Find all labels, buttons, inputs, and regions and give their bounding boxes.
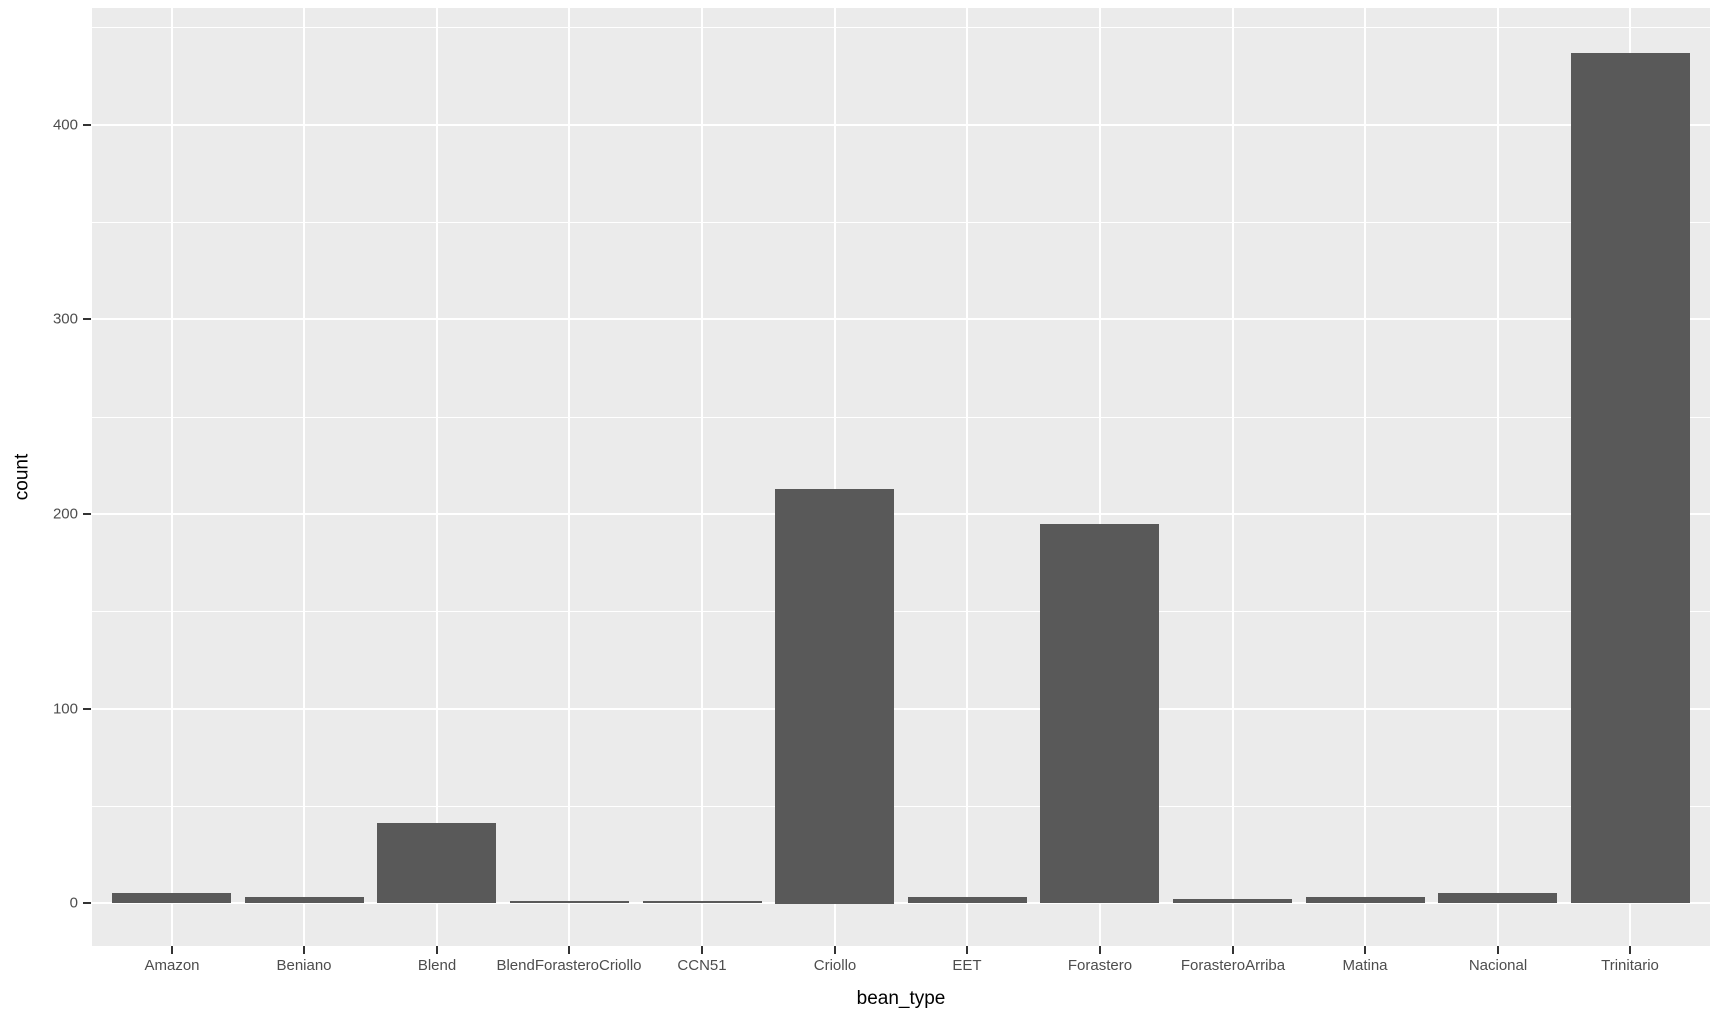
gridline-horizontal-major bbox=[92, 124, 1710, 126]
x-axis-tick-mark bbox=[303, 946, 305, 954]
x-axis-tick-mark bbox=[1629, 946, 1631, 954]
bar-forasteroarriba bbox=[1173, 899, 1292, 903]
x-axis-tick-label: Criollo bbox=[813, 957, 857, 974]
x-axis-tick-label: BlendForasteroCriollo bbox=[496, 957, 642, 974]
y-axis-tick-label: 100 bbox=[52, 700, 78, 718]
gridline-vertical-major bbox=[834, 8, 836, 946]
x-axis-tick-label: Beniano bbox=[276, 957, 332, 974]
gridline-horizontal-minor bbox=[92, 27, 1710, 28]
x-axis-tick-mark bbox=[966, 946, 968, 954]
gridline-horizontal-minor bbox=[92, 417, 1710, 418]
bar-blend bbox=[377, 823, 496, 903]
bar-eet bbox=[908, 897, 1027, 903]
x-axis-tick-mark bbox=[436, 946, 438, 954]
x-axis-tick-mark bbox=[1232, 946, 1234, 954]
gridline-horizontal-minor bbox=[92, 222, 1710, 223]
bar-criollo bbox=[775, 489, 894, 904]
y-axis-tick-label: 300 bbox=[52, 310, 78, 328]
x-axis-tick-mark bbox=[1497, 946, 1499, 954]
bar-trinitario bbox=[1571, 53, 1690, 903]
bar-matina bbox=[1306, 897, 1425, 903]
gridline-horizontal-minor bbox=[92, 806, 1710, 807]
x-axis-tick-label: Forastero bbox=[1067, 957, 1133, 974]
gridline-vertical-major bbox=[701, 8, 703, 946]
x-axis-tick-label: ForasteroArriba bbox=[1180, 957, 1286, 974]
x-axis-tick-mark bbox=[701, 946, 703, 954]
gridline-vertical-major bbox=[966, 8, 968, 946]
y-axis-tick-label: 200 bbox=[52, 505, 78, 523]
y-axis-tick-mark bbox=[83, 318, 91, 320]
gridline-vertical-major bbox=[568, 8, 570, 946]
bar-ccn51 bbox=[643, 901, 762, 903]
x-axis-tick-mark bbox=[1099, 946, 1101, 954]
bar-forastero bbox=[1040, 524, 1159, 903]
gridline-horizontal-major bbox=[92, 708, 1710, 710]
gridline-horizontal-major bbox=[92, 318, 1710, 320]
gridline-vertical-major bbox=[171, 8, 173, 946]
x-axis-tick-label: Blend bbox=[417, 957, 457, 974]
x-axis-tick-mark bbox=[1364, 946, 1366, 954]
gridline-vertical-major bbox=[1364, 8, 1366, 946]
gridline-vertical-major bbox=[303, 8, 305, 946]
y-axis-tick-mark bbox=[83, 513, 91, 515]
x-axis-tick-mark bbox=[568, 946, 570, 954]
y-axis-title: count bbox=[11, 453, 33, 501]
x-axis-tick-label: EET bbox=[952, 957, 982, 974]
plot-panel bbox=[92, 8, 1710, 946]
gridline-vertical-major bbox=[1497, 8, 1499, 946]
bar-amazon bbox=[112, 893, 231, 903]
gridline-vertical-major bbox=[436, 8, 438, 946]
x-axis-tick-label: Matina bbox=[1342, 957, 1388, 974]
y-axis-tick-label: 0 bbox=[69, 894, 78, 912]
x-axis-tick-label: Trinitario bbox=[1601, 957, 1659, 974]
x-axis-tick-mark bbox=[171, 946, 173, 954]
y-axis-tick-mark bbox=[83, 902, 91, 904]
x-axis-tick-label: Amazon bbox=[144, 957, 200, 974]
bar-blendforasterocriollo bbox=[510, 901, 629, 903]
gridline-horizontal-minor bbox=[92, 611, 1710, 612]
y-axis-tick-label: 400 bbox=[52, 116, 78, 134]
x-axis-title: bean_type bbox=[856, 988, 946, 1009]
gridline-vertical-major bbox=[1232, 8, 1234, 946]
gridline-horizontal-major bbox=[92, 513, 1710, 515]
gridline-vertical-major bbox=[1099, 8, 1101, 946]
x-axis-tick-label: CCN51 bbox=[677, 957, 727, 974]
gridline-horizontal-major bbox=[92, 902, 1710, 904]
y-axis-tick-mark bbox=[83, 708, 91, 710]
x-axis-tick-label: Nacional bbox=[1468, 957, 1528, 974]
y-axis-tick-mark bbox=[83, 124, 91, 126]
bar-nacional bbox=[1438, 893, 1557, 903]
x-axis-tick-mark bbox=[834, 946, 836, 954]
bar-beniano bbox=[245, 897, 364, 903]
